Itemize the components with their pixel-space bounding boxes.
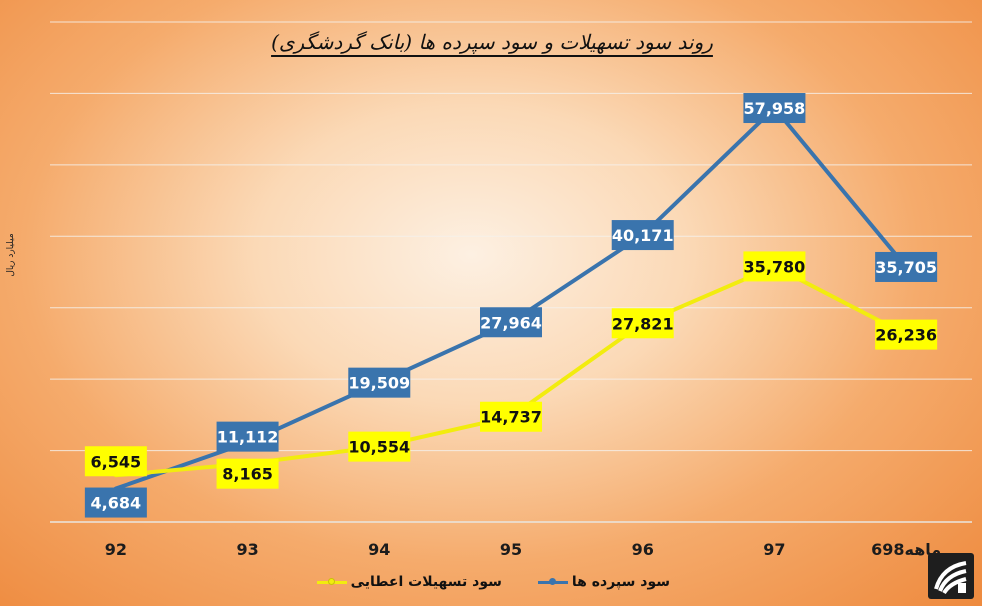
x-tick-label: 92 (105, 540, 127, 559)
data-label-text: 19,509 (348, 374, 410, 393)
data-label-text: 14,737 (480, 408, 542, 427)
loans-data-label: 14,737 (480, 401, 542, 432)
legend-swatch-deposits (537, 576, 568, 588)
deposits-data-label: 57,958 (743, 93, 806, 124)
x-tick-label: 94 (368, 540, 390, 559)
deposits-data-label: 4,684 (84, 487, 147, 518)
loans-data-label: 27,821 (611, 308, 674, 339)
data-label-text: 26,236 (875, 326, 937, 345)
data-label-text: 35,780 (744, 257, 806, 276)
legend-swatch-loans (316, 576, 347, 588)
legend-label-loans: سود تسهیلات اعطایی (350, 574, 502, 590)
data-label-box (480, 307, 542, 338)
x-tick-label: 95 (500, 540, 522, 559)
data-label-box (611, 308, 674, 339)
data-label-box (84, 487, 147, 518)
data-label-text: 11,112 (217, 428, 279, 447)
loans-data-label: 8,165 (216, 458, 279, 489)
data-label-box (611, 220, 674, 251)
bank-logo-icon (928, 553, 974, 599)
legend-label-deposits: سود سپرده ها (571, 574, 670, 590)
data-label-box (743, 93, 806, 124)
data-label-box (875, 319, 938, 350)
x-tick-label: 93 (236, 540, 258, 559)
data-label-box (216, 421, 279, 452)
loans-data-label: 35,780 (743, 251, 806, 282)
data-label-text: 57,958 (744, 99, 806, 118)
legend-item-loans: سود تسهیلات اعطایی (316, 574, 502, 590)
data-label-text: 10,554 (348, 438, 410, 457)
data-label-text: 40,171 (612, 226, 674, 245)
data-label-box (84, 446, 147, 477)
data-label-text: 35,705 (875, 258, 937, 277)
deposits-data-label: 19,509 (348, 367, 411, 398)
deposits-data-label: 40,171 (611, 220, 674, 251)
data-label-box (348, 367, 411, 398)
data-label-text: 27,964 (480, 313, 542, 332)
data-label-text: 27,821 (612, 314, 674, 333)
x-tick-label: 6ماهه98 (871, 540, 941, 559)
data-label-box (216, 458, 279, 489)
loans-data-label: 6,545 (84, 446, 147, 477)
deposits-data-label: 27,964 (480, 307, 542, 338)
deposits-data-label: 11,112 (216, 421, 279, 452)
deposits-data-label: 35,705 (875, 251, 938, 282)
data-label-text: 4,684 (91, 494, 142, 513)
data-label-box (348, 431, 411, 462)
loans-data-label: 26,236 (875, 319, 938, 350)
chart-title: روند سود تسهیلات و سود سپرده ها (بانک گر… (271, 30, 713, 54)
data-label-box (875, 251, 938, 282)
loans-data-label: 10,554 (348, 431, 411, 462)
data-label-text: 8,165 (222, 465, 273, 484)
data-label-box (743, 251, 806, 282)
legend-item-deposits: سود سپرده ها (537, 574, 670, 590)
x-tick-label: 97 (763, 540, 785, 559)
data-label-box (480, 401, 542, 432)
legend: سود سپرده ها سود تسهیلات اعطایی (316, 572, 670, 592)
data-label-text: 6,545 (91, 452, 142, 471)
x-tick-label: 96 (632, 540, 654, 559)
